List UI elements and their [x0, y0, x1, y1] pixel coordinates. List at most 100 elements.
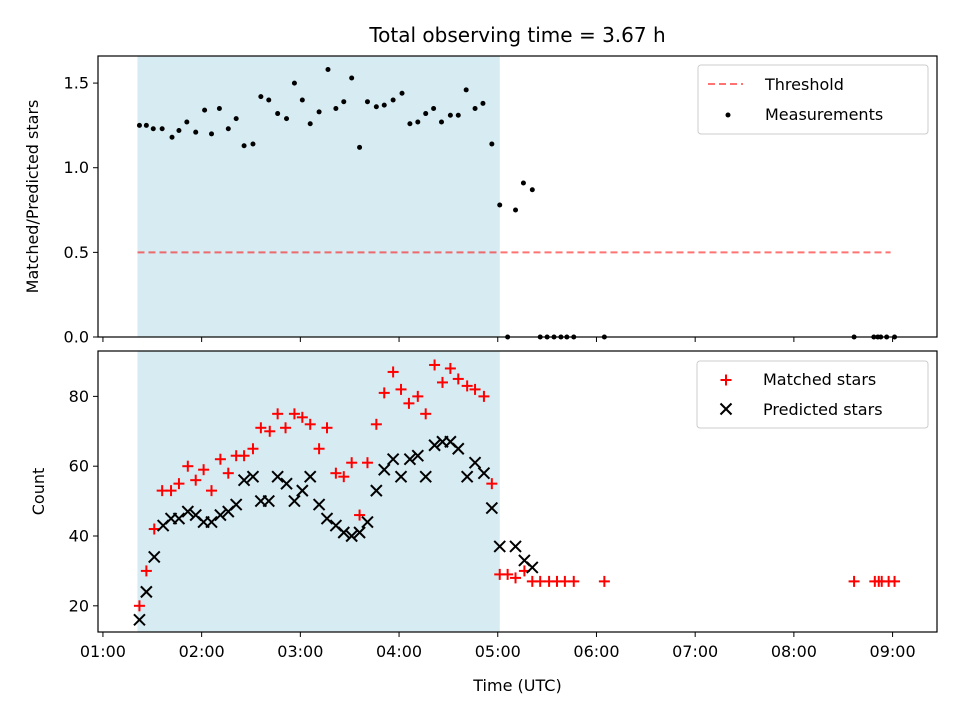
time-x-axis-label: Time (UTC) [472, 676, 561, 695]
predicted-star-point [485, 501, 499, 515]
predicted-star-point [370, 484, 383, 497]
measurement-point [520, 180, 526, 186]
measurement-point [250, 141, 256, 147]
figure-title: Total observing time = 3.67 h [368, 23, 665, 47]
predicted-star-point [304, 470, 317, 483]
y-tick-label: 1.5 [64, 74, 89, 93]
measurement-point [216, 105, 222, 111]
ratio-y-axis-label: Matched/Predicted stars [23, 100, 42, 294]
y-tick-label: 20 [69, 596, 89, 615]
predicted-star-point [148, 550, 161, 564]
y-tick-label: 80 [69, 387, 89, 406]
x-tick-label: 04:00 [376, 642, 422, 661]
predicted-star-point [460, 470, 474, 483]
matched-star-point [313, 443, 325, 455]
matched-star-point [140, 565, 152, 577]
predicted-legend-label: Predicted stars [763, 400, 883, 419]
measurement-point [209, 131, 215, 137]
predicted-star-point [428, 439, 441, 452]
measurement-point [143, 122, 149, 128]
matched-star-point [420, 408, 432, 420]
measurement-point [316, 109, 322, 115]
x-tick-label: 08:00 [771, 642, 817, 661]
measurement-point [472, 105, 478, 111]
measurement-point [349, 75, 355, 81]
y-tick-label: 0.5 [64, 243, 89, 262]
y-tick-label: 0.0 [64, 328, 89, 347]
matched-star-point [568, 575, 580, 587]
measurement-point [489, 141, 495, 147]
matched-star-point [412, 390, 424, 402]
matched-star-point [361, 457, 373, 469]
predicted-star-point [280, 477, 293, 490]
measurement-point [176, 127, 182, 133]
matched-star-point [238, 450, 250, 462]
measurement-point [480, 100, 486, 106]
matched-star-point [165, 485, 177, 497]
y-tick-label: 60 [69, 457, 89, 476]
matched-star-point [469, 383, 481, 395]
predicted-star-point [477, 466, 491, 480]
predicted-star-point [296, 484, 309, 497]
predicted-star-point [403, 453, 417, 466]
matched-star-point [280, 422, 292, 434]
predicted-star-point [288, 494, 301, 508]
ratio-legend-box [697, 64, 929, 135]
measurement-point [407, 121, 413, 127]
matched-legend-marker [720, 374, 732, 386]
measurement-point [438, 119, 444, 125]
x-tick-label: 06:00 [573, 642, 619, 661]
predicted-star-point [526, 561, 539, 574]
count-panel-frame [97, 350, 938, 633]
predicted-star-point [386, 453, 400, 466]
ratio-panel-frame [97, 55, 938, 338]
measurement-point [431, 105, 437, 111]
measurement-point [423, 111, 429, 117]
count-panel-observing-window [137, 351, 500, 632]
measurement-point [202, 107, 208, 113]
matched-star-point [288, 408, 300, 420]
measurement-point [497, 202, 503, 208]
predicted-star-point [361, 515, 374, 529]
ratio-legend: Threshold Measurements [697, 64, 929, 135]
matched-stars-series [133, 359, 901, 612]
predicted-star-point [172, 512, 186, 525]
matched-star-point [304, 418, 316, 430]
measurement-point [307, 121, 313, 127]
matched-star-point [889, 575, 901, 587]
count-legend: Matched stars Predicted stars [696, 360, 929, 429]
measurement-point [241, 143, 247, 149]
matched-star-point [436, 376, 448, 388]
predicted-stars-series [133, 435, 539, 626]
measurement-point [390, 97, 396, 103]
matched-star-point [133, 600, 145, 612]
predicted-star-point [493, 540, 506, 553]
predicted-star-point [419, 470, 432, 483]
matched-star-point [429, 359, 441, 371]
matched-star-point [502, 568, 514, 580]
matched-star-point [198, 464, 210, 476]
measurement-point [399, 90, 405, 96]
measurement-point [275, 111, 281, 117]
matched-legend-swatch [720, 374, 732, 386]
predicted-legend-marker [719, 402, 733, 416]
predicted-star-point [229, 498, 243, 511]
matched-star-point [255, 422, 267, 434]
predicted-star-point [262, 494, 275, 508]
measurement-point [381, 102, 387, 108]
matched-star-point [387, 366, 399, 378]
measurement-point [233, 116, 239, 122]
measurement-point [447, 112, 453, 118]
measurement-point [291, 80, 297, 86]
predicted-star-point [140, 585, 153, 599]
predicted-star-point [411, 449, 425, 462]
x-tick-label: 02:00 [179, 642, 225, 661]
matched-star-point [461, 380, 473, 392]
measurement-point [357, 144, 363, 150]
measurement-point [225, 126, 231, 132]
measurement-point [373, 104, 379, 110]
measurement-point [325, 67, 331, 73]
predicted-star-point [237, 473, 251, 487]
measurement-point [529, 187, 535, 193]
